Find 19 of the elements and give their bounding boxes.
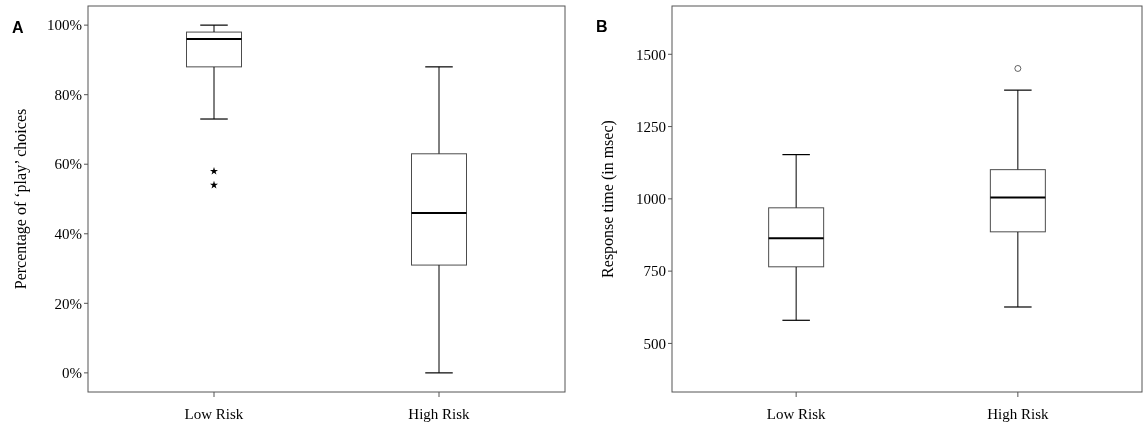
- y-tick-label: 1000: [636, 191, 666, 208]
- text: B: [596, 18, 608, 35]
- x-tick-label: High Risk: [987, 406, 1049, 422]
- y-tick-label: 40%: [54, 226, 82, 243]
- x-tick-label: Low Risk: [184, 406, 244, 422]
- y-axis-title: Percentage of ‘play’ choices: [12, 108, 30, 290]
- text: A: [12, 19, 24, 36]
- y-tick-label: 60%: [54, 156, 82, 173]
- y-tick-label: 100%: [47, 17, 82, 34]
- y-tick-label: 80%: [54, 86, 82, 103]
- y-tick-label: 750: [643, 263, 666, 280]
- y-tick-label: 1250: [636, 118, 666, 135]
- x-tick-label: High Risk: [408, 406, 471, 422]
- y-tick-label: 20%: [54, 295, 82, 312]
- y-tick-label: 0%: [62, 365, 82, 382]
- x-tick-label: Low Risk: [766, 406, 827, 422]
- y-tick-label: 500: [643, 335, 666, 352]
- y-tick-label: 1500: [636, 46, 666, 63]
- y-axis-title: Response time (in msec): [599, 120, 617, 278]
